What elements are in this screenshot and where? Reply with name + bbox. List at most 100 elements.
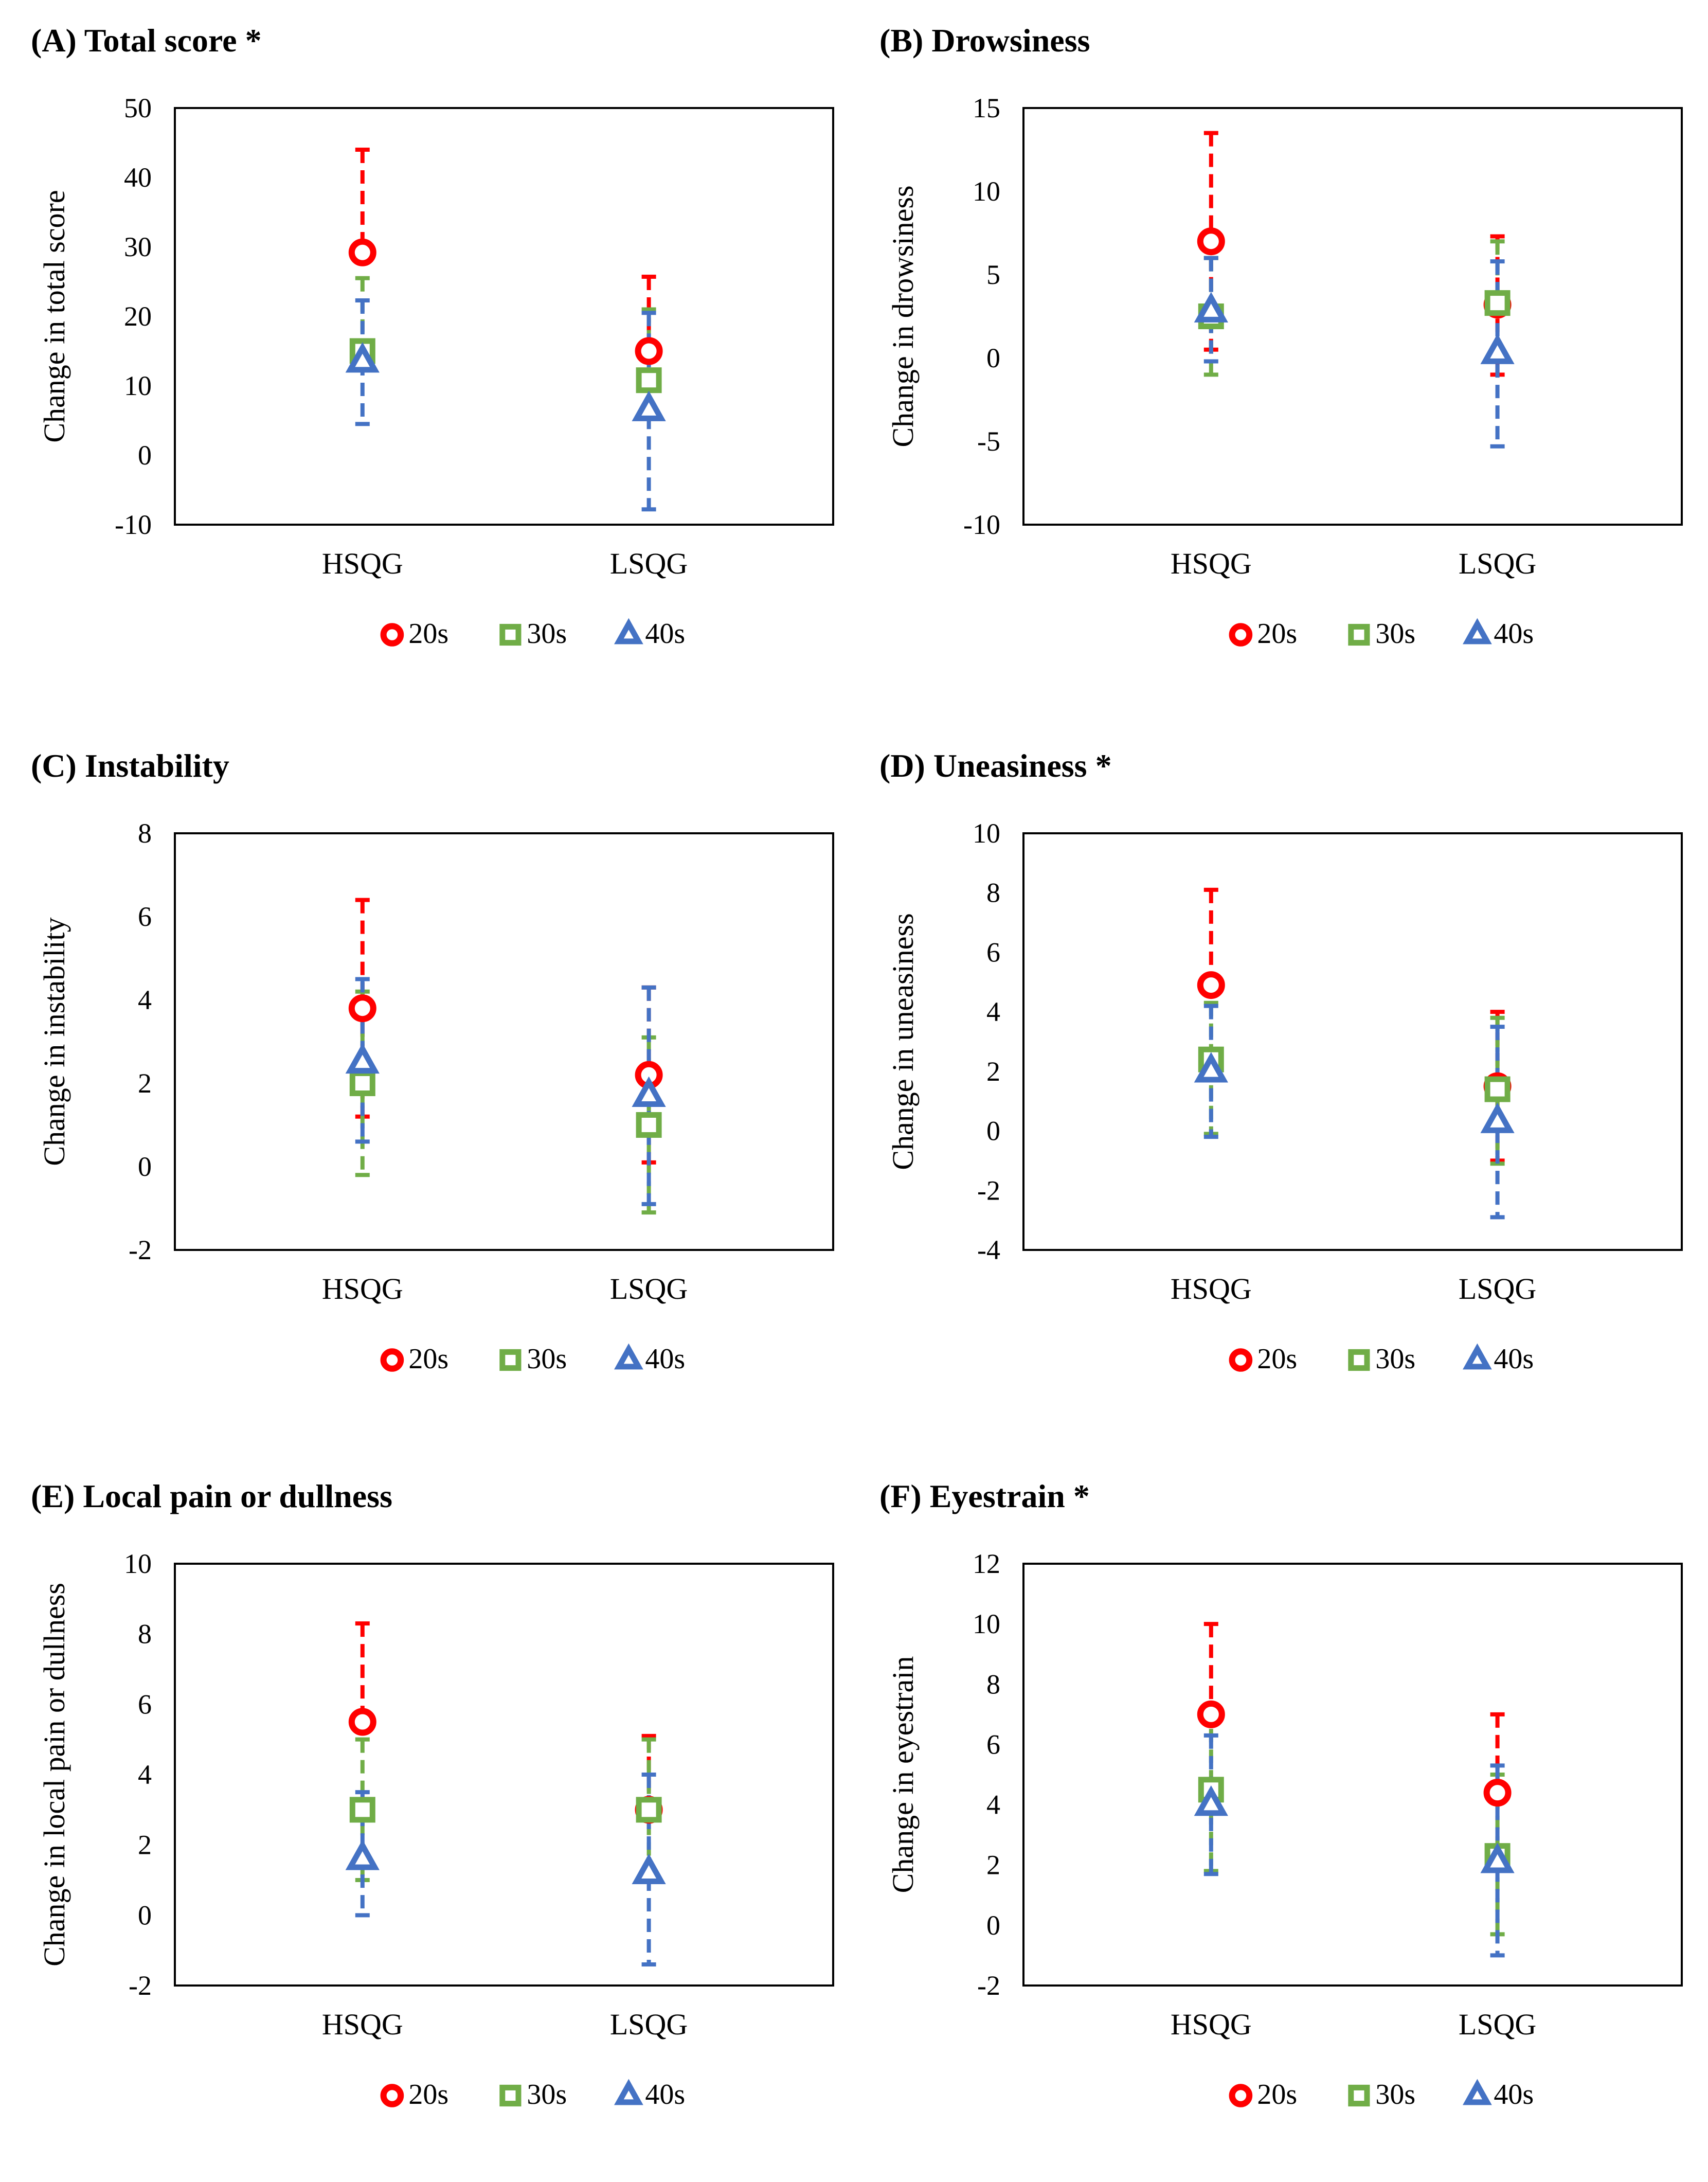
y-tick-label: 0 [986, 1910, 1000, 1941]
data-point-40s [345, 1043, 380, 1074]
legend-label: 30s [527, 2079, 567, 2111]
chart-panel-uneasiness: (D) Uneasiness * Change in uneasiness -4 -2… [874, 741, 1697, 1425]
chart-panel-local-pain: (E) Local pain or dullness Change in loca… [26, 1471, 849, 2160]
data-point-20s [348, 238, 376, 266]
data-point-40s [632, 390, 666, 421]
x-category-label: HSQG [322, 547, 403, 580]
y-tick-label: 2 [138, 1830, 152, 1861]
chart-title: (E) Local pain or dullness [31, 1478, 392, 1514]
x-category-label: LSQG [1459, 547, 1536, 580]
legend-marker-30s [1348, 2084, 1370, 2107]
plot-area-frame [174, 107, 834, 526]
y-tick-label: 8 [138, 1619, 152, 1650]
x-category-label: HSQG [1171, 1272, 1252, 1305]
legend-marker-40s [614, 618, 643, 645]
legend-marker-40s [614, 2079, 643, 2105]
plot-area-frame [174, 832, 834, 1251]
x-category-label: HSQG [1171, 547, 1252, 580]
y-tick-label: 20 [124, 301, 152, 332]
y-tick-label: -4 [977, 1235, 1000, 1265]
chart-svg: (F) Eyestrain * Change in eyestrain -2 0 2 4 6… [879, 1478, 1683, 2111]
legend-label: 40s [1494, 1343, 1534, 1375]
x-category-label: HSQG [322, 2008, 403, 2041]
chart-title: (C) Instability [31, 747, 229, 784]
y-tick-label: 6 [986, 1729, 1000, 1760]
y-axis-label: Change in uneasiness [886, 913, 920, 1170]
data-point-20s [348, 994, 376, 1023]
legend-label: 40s [1494, 618, 1534, 650]
data-point-20s [348, 1708, 376, 1736]
y-tick-label: 10 [973, 176, 1000, 207]
y-axis-label: Change in eyestrain [886, 1656, 920, 1893]
y-tick-label: -5 [977, 426, 1000, 457]
y-tick-label: -10 [963, 509, 1000, 540]
data-point-30s [636, 1797, 662, 1823]
y-tick-label: 50 [124, 93, 152, 123]
legend-label: 20s [408, 618, 448, 650]
y-tick-label: 10 [124, 1548, 152, 1579]
legend-label: 40s [645, 1343, 685, 1375]
plot-area-frame [1022, 107, 1683, 526]
data-point-40s [1480, 1102, 1515, 1133]
data-point-30s [349, 1797, 375, 1823]
chart-svg: (E) Local pain or dullness Change in loca… [31, 1478, 834, 2111]
y-tick-label: 5 [986, 259, 1000, 290]
data-point-30s [1484, 1076, 1511, 1102]
data-point-40s [345, 1839, 380, 1870]
x-category-label: HSQG [322, 1272, 403, 1305]
data-point-40s [1194, 1785, 1228, 1816]
data-point-40s [345, 342, 380, 373]
y-tick-label: 4 [986, 1790, 1000, 1820]
x-category-label: LSQG [610, 547, 688, 580]
y-axis-label: Change in instability [38, 917, 71, 1166]
chart-title: (F) Eyestrain * [879, 1478, 1090, 1514]
y-tick-label: 40 [124, 162, 152, 193]
y-tick-label: 4 [138, 1759, 152, 1790]
y-tick-label: 2 [138, 1068, 152, 1099]
y-axis-label: Change in local pain or dullness [38, 1583, 71, 1966]
data-point-20s [1197, 1700, 1225, 1728]
y-tick-label: 10 [973, 818, 1000, 849]
legend-label: 20s [408, 2079, 448, 2111]
legend-label: 30s [527, 1343, 567, 1375]
y-tick-label: 6 [138, 1689, 152, 1720]
legend-marker-40s [1463, 2079, 1492, 2105]
y-tick-label: 2 [986, 1056, 1000, 1087]
x-category-label: LSQG [1459, 1272, 1536, 1305]
plot-area-frame [174, 1563, 834, 1987]
legend-marker-30s [1348, 1349, 1370, 1371]
y-tick-label: 8 [138, 818, 152, 849]
y-tick-label: 0 [986, 1116, 1000, 1147]
data-point-30s [1484, 290, 1511, 316]
legend-label: 20s [1257, 618, 1297, 650]
chart-panel-total-score: (A) Total score * Change in total score -1… [26, 15, 849, 700]
data-point-20s [1197, 971, 1225, 999]
chart-svg: (A) Total score * Change in total score -1… [31, 22, 834, 650]
y-tick-label: 10 [124, 370, 152, 401]
y-tick-label: 12 [973, 1548, 1000, 1579]
y-axis-label: Change in total score [38, 190, 71, 442]
data-point-30s [636, 1112, 662, 1138]
legend-marker-30s [499, 623, 522, 646]
data-point-40s [1194, 292, 1228, 323]
chart-title: (B) Drowsiness [879, 22, 1090, 59]
legend-marker-20s [1229, 623, 1253, 647]
legend-marker-20s [1229, 2084, 1253, 2107]
legend-label: 20s [1257, 2079, 1297, 2111]
legend-marker-30s [499, 1349, 522, 1371]
legend-marker-40s [1463, 618, 1492, 645]
y-tick-label: -2 [977, 1970, 1000, 2001]
legend-label: 40s [645, 2079, 685, 2111]
x-category-label: LSQG [610, 2008, 688, 2041]
data-point-20s [1197, 227, 1225, 256]
chart-panel-eyestrain: (F) Eyestrain * Change in eyestrain -2 0 2 4 6… [874, 1471, 1697, 2160]
y-tick-label: 0 [138, 1900, 152, 1930]
legend-label: 40s [1494, 2079, 1534, 2111]
plot-area-frame [1022, 832, 1683, 1251]
y-tick-label: -10 [115, 509, 152, 540]
plot-area-frame [1022, 1563, 1683, 1987]
chart-title: (A) Total score * [31, 22, 262, 59]
y-tick-label: 8 [986, 1669, 1000, 1700]
legend-label: 40s [645, 618, 685, 650]
legend-marker-40s [614, 1343, 643, 1370]
